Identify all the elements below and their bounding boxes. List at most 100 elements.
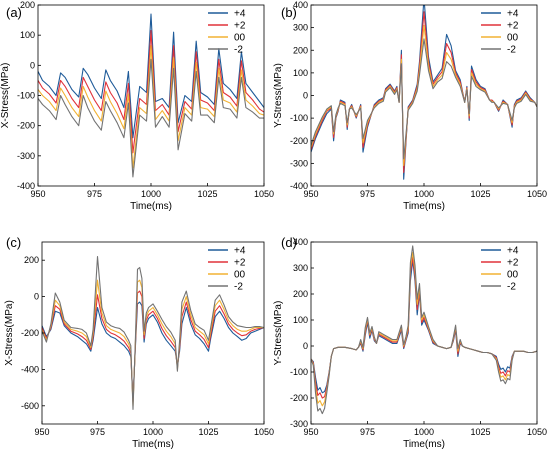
y-tick-label: -200: [290, 136, 308, 146]
series-line-+4: [38, 13, 264, 139]
y-axis-title: X-Stress(MPa): [0, 63, 11, 129]
y-tick-label: -600: [21, 401, 39, 411]
x-tick-label: 975: [90, 427, 105, 437]
y-tick-label: -100: [290, 367, 308, 377]
legend-label-+4: +4: [507, 246, 519, 257]
series-group: [38, 13, 264, 178]
legend-label--2: -2: [507, 45, 516, 56]
y-axis-title: Y-Stress(MPa): [273, 63, 284, 128]
series-line-00: [311, 24, 537, 167]
y-axis-title: Y-Stress(MPa): [273, 301, 284, 366]
y-tick-label: -200: [17, 121, 35, 131]
x-tick-label: 1000: [414, 427, 434, 437]
x-tick-label: 1000: [143, 427, 163, 437]
x-tick-label: 1000: [141, 189, 161, 199]
chart-panel-3: 950 975 1000 1025 1050 -300 -200 -100 0 100 200 300…: [273, 235, 547, 449]
series-line-+2: [311, 11, 537, 173]
y-tick-label: 200: [20, 0, 35, 10]
series-line--2: [311, 38, 537, 160]
y-tick-label: -400: [290, 181, 308, 191]
y-tick-label: 200: [293, 289, 308, 299]
y-tick-label: 200: [293, 45, 308, 55]
x-tick-label: 1000: [414, 189, 434, 199]
legend-label-00: 00: [507, 33, 519, 44]
series-line--2: [42, 256, 264, 410]
chart-panel-0: 950 975 1000 1025 1050 -400 -300 -200 -100 0 100 20…: [0, 0, 274, 212]
legend-label-+4: +4: [507, 9, 519, 20]
x-tick-label: 950: [303, 427, 318, 437]
series-line-+2: [38, 30, 264, 154]
x-axis-title: Time(ms): [132, 439, 174, 449]
y-tick-label: -400: [17, 181, 35, 191]
series-line--2: [311, 245, 537, 415]
legend: +4+200-2: [208, 9, 246, 56]
chart-panel-2: 950 975 1000 1025 1050 -600 -400 -200 0 200 Time(m…: [4, 235, 274, 449]
x-tick-label: 1050: [527, 427, 547, 437]
y-axis-title: X-Stress(MPa): [4, 300, 15, 366]
plot-frame: [310, 4, 538, 187]
y-tick-label: -100: [290, 113, 308, 123]
series-group: [311, 245, 537, 415]
y-tick-label: 0: [303, 91, 308, 101]
legend-label--2: -2: [234, 45, 243, 56]
y-tick-label: 300: [293, 23, 308, 33]
x-tick-label: 950: [34, 427, 49, 437]
x-tick-label: 1025: [470, 189, 490, 199]
legend-label--2: -2: [507, 282, 516, 293]
legend: +4+200-2: [481, 246, 519, 293]
series-group: [311, 5, 537, 180]
legend-label-+4: +4: [234, 9, 246, 20]
series-line-+4: [42, 301, 264, 400]
series-line--2: [38, 58, 264, 178]
x-tick-label: 975: [87, 189, 102, 199]
legend-label-+2: +2: [234, 258, 246, 269]
panel-label: (d): [281, 235, 297, 250]
y-tick-label: 400: [293, 237, 308, 247]
y-tick-label: 100: [293, 315, 308, 325]
x-tick-label: 1050: [254, 427, 274, 437]
legend: +4+200-2: [481, 9, 519, 56]
series-line-+2: [42, 290, 264, 403]
series-line-00: [311, 251, 537, 407]
y-tick-label: 0: [34, 292, 39, 302]
x-tick-label: 1025: [470, 427, 490, 437]
x-tick-label: 1050: [254, 189, 274, 199]
x-tick-label: 950: [303, 189, 318, 199]
y-tick-label: 0: [303, 341, 308, 351]
y-tick-label: -400: [21, 364, 39, 374]
legend-label-+2: +2: [234, 21, 246, 32]
y-tick-label: 300: [293, 263, 308, 273]
x-tick-label: 1025: [198, 427, 218, 437]
y-tick-label: 0: [30, 60, 35, 70]
y-tick-label: -300: [17, 151, 35, 161]
y-tick-label: 100: [293, 68, 308, 78]
panel-label: (c): [6, 235, 21, 250]
plot-frame: [310, 241, 538, 425]
legend: +4+200-2: [208, 246, 246, 293]
series-line-00: [42, 279, 264, 407]
y-tick-label: -200: [290, 393, 308, 403]
x-axis-title: Time(ms): [130, 201, 172, 212]
y-tick-label: 200: [24, 255, 39, 265]
series-line-00: [38, 45, 264, 169]
x-tick-label: 950: [30, 189, 45, 199]
legend-label-00: 00: [234, 270, 246, 281]
y-tick-label: -300: [290, 158, 308, 168]
panel-label: (a): [6, 5, 22, 20]
y-tick-label: 400: [293, 0, 308, 10]
panel-label: (b): [281, 5, 297, 20]
y-tick-label: 100: [20, 30, 35, 40]
legend-label-+4: +4: [234, 246, 246, 257]
legend-label-+2: +2: [507, 258, 519, 269]
y-tick-label: -200: [21, 328, 39, 338]
x-tick-label: 975: [360, 189, 375, 199]
x-tick-label: 1025: [197, 189, 217, 199]
x-tick-label: 1050: [527, 189, 547, 199]
y-tick-label: -300: [290, 419, 308, 429]
legend-label-00: 00: [234, 33, 246, 44]
y-tick-label: -100: [17, 91, 35, 101]
x-tick-label: 975: [360, 427, 375, 437]
chart-panel-1: 950 975 1000 1025 1050 -400 -300 -200 -100 0 100 20…: [273, 0, 547, 212]
x-axis-title: Time(ms): [403, 439, 445, 449]
